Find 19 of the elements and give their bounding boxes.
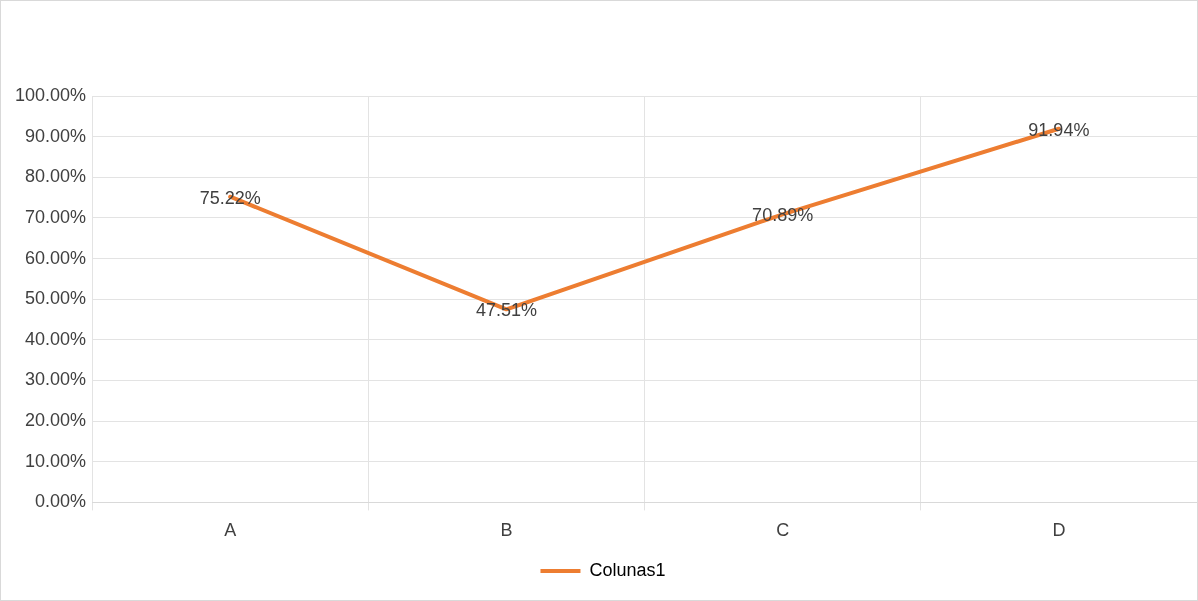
data-label: 47.51% xyxy=(475,300,537,321)
y-tick-label: 0.00% xyxy=(35,491,87,512)
y-tick-label: 50.00% xyxy=(25,288,87,309)
y-tick-label: 20.00% xyxy=(25,410,87,431)
x-tick-label: D xyxy=(1052,520,1066,541)
y-tick-label: 70.00% xyxy=(25,206,87,227)
y-tick-label: 60.00% xyxy=(25,247,87,268)
y-tick-label: 100.00% xyxy=(15,84,87,105)
y-tick-label: 40.00% xyxy=(25,328,87,349)
x-tick-label: B xyxy=(500,520,513,541)
legend-label: Colunas1 xyxy=(589,559,666,580)
y-tick-label: 10.00% xyxy=(25,450,87,471)
y-tick-label: 80.00% xyxy=(25,166,87,187)
data-label: 75.22% xyxy=(199,187,261,208)
data-label: 91.94% xyxy=(1028,119,1090,140)
y-tick-label: 90.00% xyxy=(25,125,87,146)
x-tick-label: C xyxy=(776,520,790,541)
y-tick-label: 30.00% xyxy=(25,369,87,390)
x-tick-label: A xyxy=(224,520,237,541)
